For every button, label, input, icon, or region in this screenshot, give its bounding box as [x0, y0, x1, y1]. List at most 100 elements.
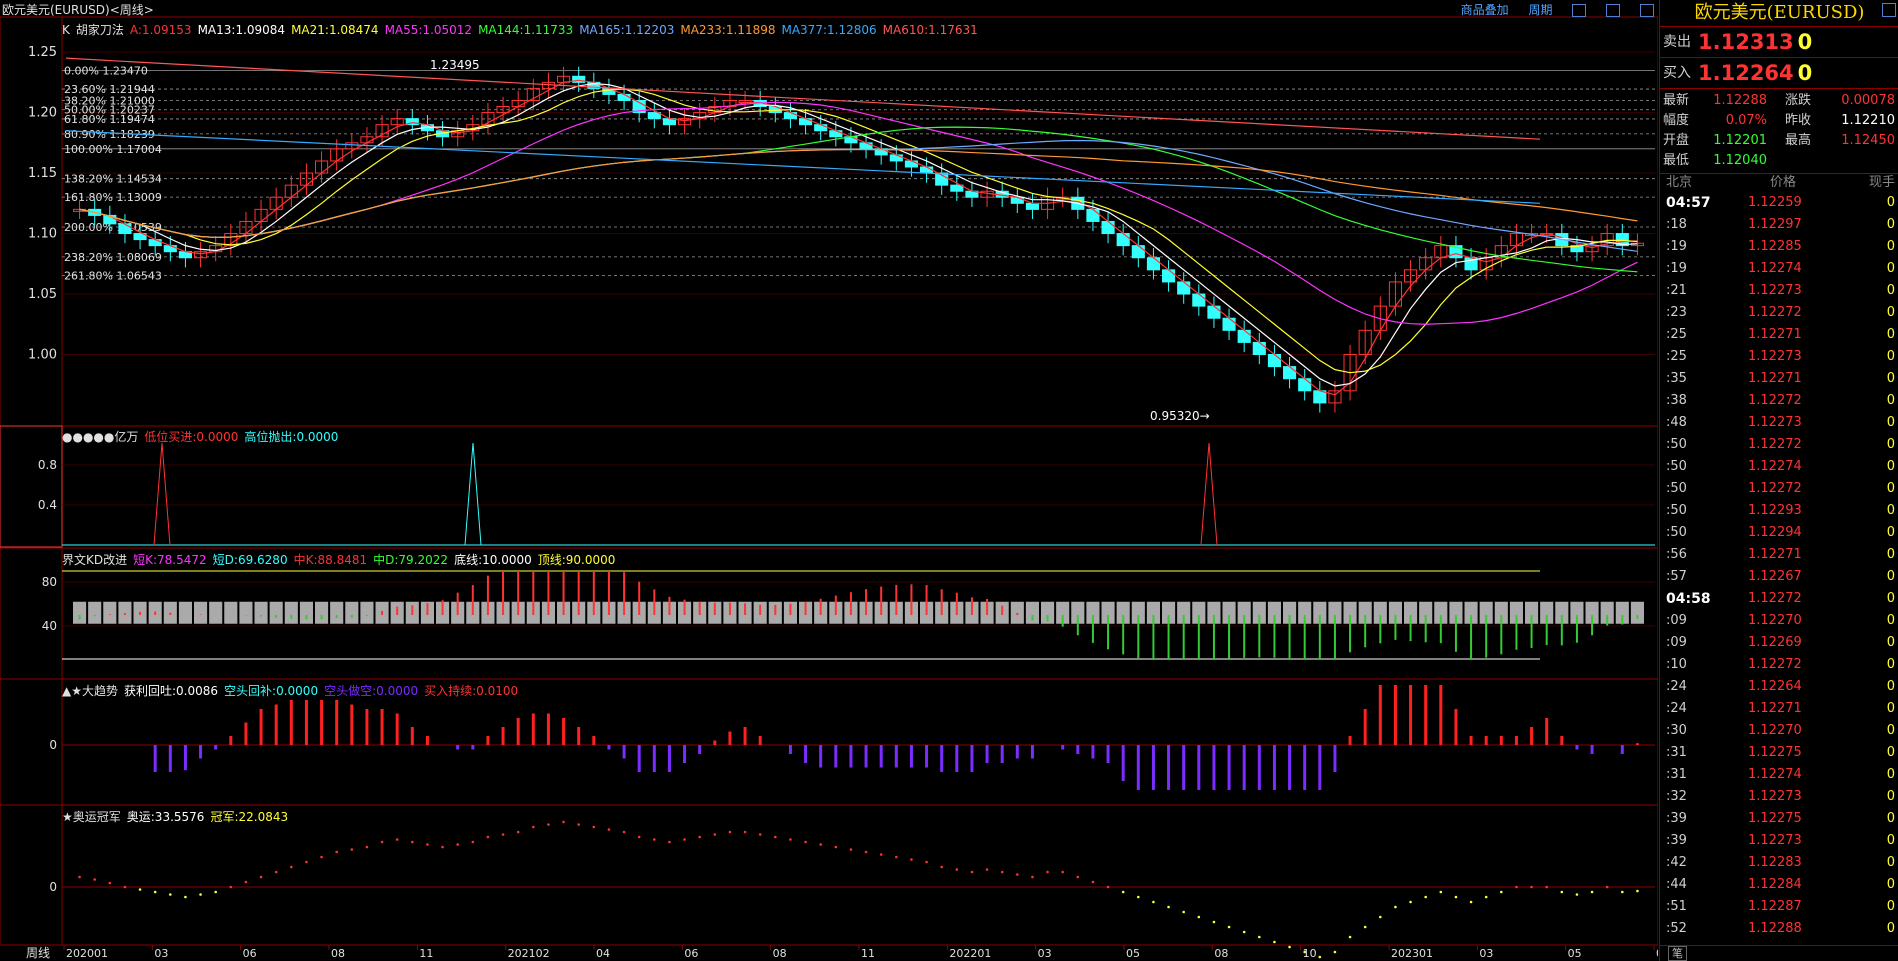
tick-row: :09 1.12269 0	[1666, 635, 1895, 650]
oscillator-dot	[108, 881, 112, 885]
oscillator-dot	[153, 890, 157, 894]
oscillator-dot	[592, 825, 596, 829]
tick-row: :44 1.12284 0	[1666, 877, 1895, 892]
oscillator-dot	[985, 868, 989, 871]
candle-body	[1283, 366, 1297, 380]
p3-y-tick: 80	[42, 575, 57, 589]
fib-label: 61.80% 1.19474	[64, 113, 155, 126]
panel2-legend: ●●●●●亿万 低位买进:0.0000 高位抛出:0.0000	[62, 428, 344, 445]
p3-y-tick: 40	[42, 619, 57, 633]
legend-item: MA144:1.11733	[478, 23, 574, 37]
oscillator-dot	[1636, 889, 1639, 893]
top-links: 商品叠加 周期	[1445, 1, 1654, 18]
tick-row: :24 1.12271 0	[1666, 701, 1895, 716]
oscillator-dot	[501, 833, 505, 836]
oscillator-dot	[1212, 920, 1216, 924]
quote-panel: 欧元美元(EURUSD) 卖出 1.12313 0 买入 1.12264 0 最新 …	[1659, 0, 1898, 961]
tick-row: :32 1.12273 0	[1666, 789, 1895, 804]
candle-body	[375, 124, 389, 138]
oscillator-dot	[1016, 873, 1019, 876]
quote-stats: 最新 1.12288 涨跌 0.00078 幅度 0.07% 昨收 1.12210…	[1660, 89, 1898, 174]
tick-row: :39 1.12273 0	[1666, 833, 1895, 848]
ma-a-line	[79, 79, 1638, 396]
legend-item: MA13:1.09084	[197, 23, 286, 37]
oscillator-dot	[214, 890, 217, 894]
oscillator-dot	[607, 828, 611, 831]
oscillator-dot	[1106, 885, 1110, 889]
tick-header: 北京 价格 现手	[1666, 175, 1895, 190]
oscillator-dot	[1439, 890, 1443, 894]
signal-spike	[1200, 442, 1218, 546]
legend-item: A:1.09153	[129, 23, 192, 37]
x-tick-label: 11	[419, 947, 433, 960]
legend-item: 中D:79.2022	[373, 553, 449, 567]
oscillator-dot	[743, 830, 747, 834]
oscillator-dot	[1076, 875, 1080, 879]
candle-body	[1585, 245, 1599, 253]
legend-item: MA55:1.05012	[384, 23, 473, 37]
oscillator-dot	[1484, 895, 1488, 899]
candle-body	[1116, 233, 1130, 247]
restore-icon[interactable]	[1572, 4, 1587, 17]
buy-row: 买入 1.12264 0	[1660, 58, 1898, 89]
oscillator-dot	[1515, 885, 1518, 889]
oscillator-dot	[1560, 890, 1564, 894]
signal-spike	[153, 442, 171, 546]
legend-item: MA377:1.12806	[781, 23, 877, 37]
oscillator-dot	[1091, 880, 1095, 884]
fib-label: 23.60% 1.21944	[64, 83, 155, 96]
oscillator-dot	[1242, 930, 1246, 934]
candle-body	[496, 106, 510, 114]
close-icon[interactable]	[1640, 4, 1654, 17]
tick-list[interactable]: 04:57 1.12259 0:18 1.12297 0:19 1.12285 …	[1660, 192, 1898, 940]
legend-item: K	[62, 23, 70, 37]
tick-row: :25 1.12271 0	[1666, 327, 1895, 342]
candle-body	[1101, 220, 1115, 235]
oscillator-dot	[380, 840, 384, 844]
panel4-legend: ▲★大趋势 获利回吐:0.0086 空头回补:0.0000 空头做空:0.0000 买入…	[62, 682, 524, 699]
oscillator-dot	[668, 840, 671, 844]
oscillator-dot	[184, 895, 187, 899]
candle-body	[572, 75, 586, 83]
panel2-axis-box	[0, 425, 63, 548]
tick-row: :25 1.12273 0	[1666, 349, 1895, 364]
tick-row: :51 1.12287 0	[1666, 899, 1895, 914]
p2-y-tick: 0.4	[38, 498, 57, 512]
tick-row: :31 1.12274 0	[1666, 767, 1895, 782]
candle-body	[1177, 281, 1191, 295]
oscillator-dot	[456, 843, 459, 846]
legend-item: 中K:88.8481	[293, 553, 368, 567]
tick-row: 04:58 1.12272 0	[1666, 591, 1895, 607]
candle-body	[1298, 378, 1312, 392]
candle-body	[1162, 269, 1176, 283]
overlay-link[interactable]: 商品叠加	[1460, 3, 1509, 17]
oscillator-dot	[1167, 905, 1170, 909]
oscillator-dot	[1363, 925, 1367, 929]
ma21-line	[79, 88, 1638, 374]
chart-canvas[interactable]: 1.25 1.20 1.15 1.10 1.05 1.00 0.00% 1.23470 23.…	[0, 0, 1658, 961]
chart-area[interactable]: 1.25 1.20 1.15 1.10 1.05 1.00 0.00% 1.23470 23.…	[0, 0, 1658, 961]
panel-toggle-icon[interactable]	[1882, 3, 1896, 17]
candle-body	[1570, 245, 1584, 253]
oscillator-dot	[259, 875, 263, 879]
candle-body	[617, 93, 631, 101]
oscillator-dot	[1227, 925, 1231, 929]
period-link[interactable]: 周期	[1528, 3, 1553, 17]
oscillator-dot	[1590, 890, 1594, 894]
maximize-icon[interactable]	[1606, 4, 1621, 17]
quote-footer: 笔	[1660, 945, 1898, 961]
candle-body	[1207, 305, 1221, 319]
oscillator-dot	[1530, 885, 1533, 889]
candle-body	[1313, 390, 1327, 404]
tick-row: :30 1.12270 0	[1666, 723, 1895, 738]
candle-body	[920, 166, 934, 174]
x-tick-label: 05	[1568, 947, 1582, 960]
tick-tab[interactable]: 笔	[1668, 946, 1687, 961]
legend-item: ●●●●●亿万	[62, 430, 139, 444]
oscillator-dot	[1424, 895, 1427, 899]
oscillator-dot	[426, 843, 429, 846]
fib-label: 100.00% 1.17004	[64, 143, 162, 156]
oscillator-dot	[1288, 945, 1291, 949]
tick-row: :52 1.12288 0	[1666, 921, 1895, 936]
oscillator-dot	[940, 865, 943, 869]
